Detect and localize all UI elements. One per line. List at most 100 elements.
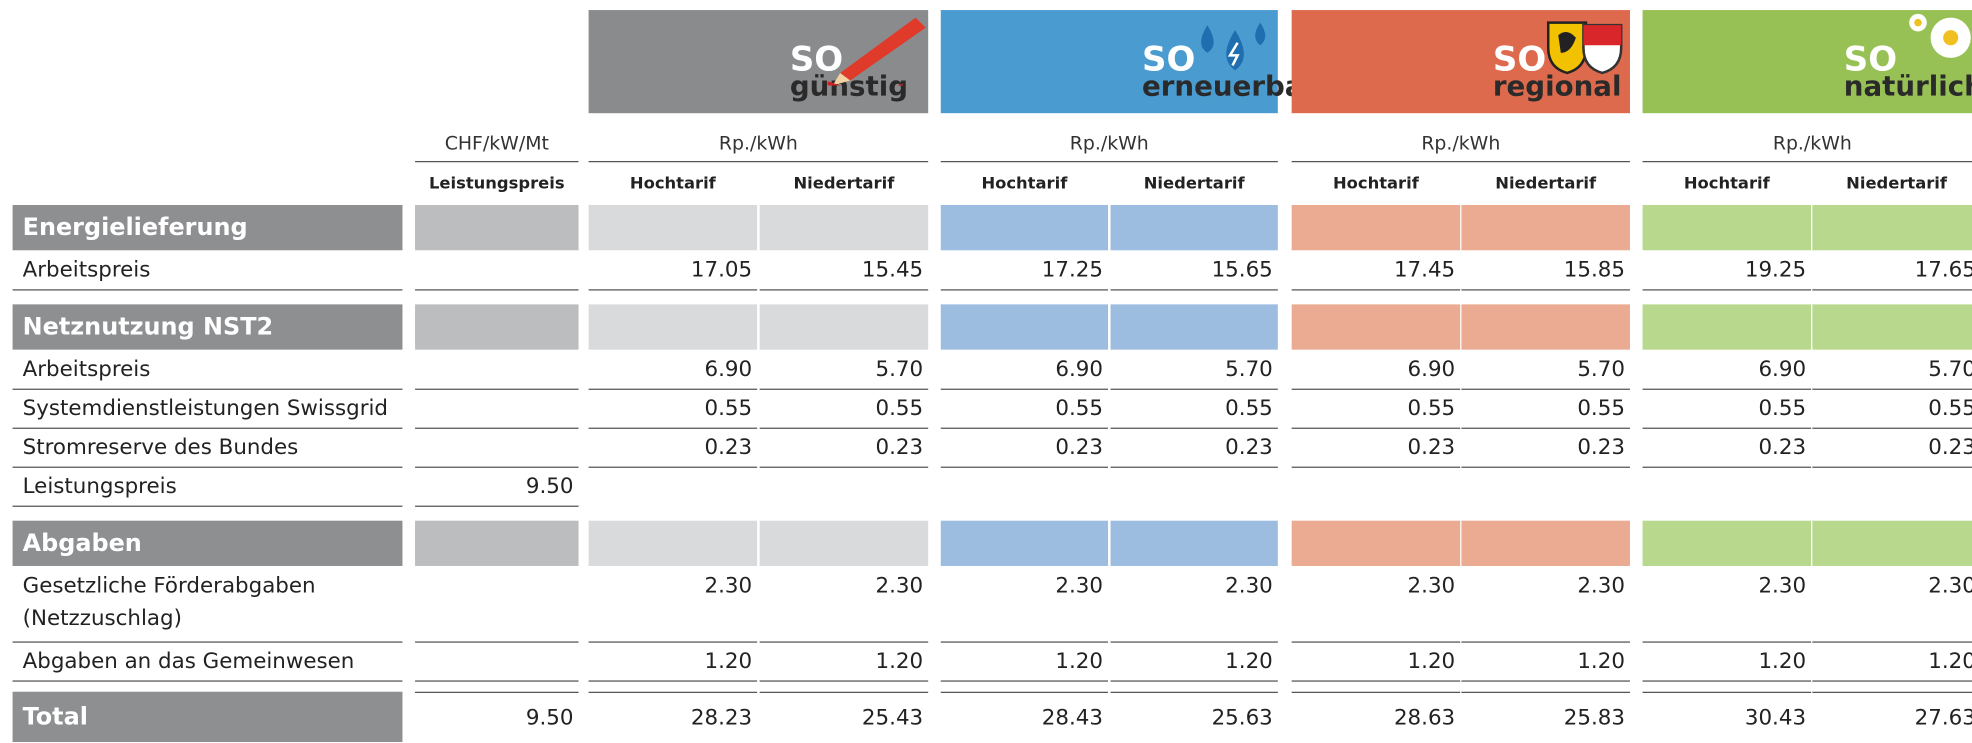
brand-name: natürlich — [1844, 73, 1972, 103]
cell: 5.70 — [1111, 351, 1278, 390]
section-title: Energielieferung — [13, 205, 403, 250]
cell: 0.55 — [1643, 390, 1812, 429]
cell: 0.55 — [589, 390, 758, 429]
section-band — [760, 304, 929, 349]
cell: 2.30 — [1643, 567, 1812, 642]
cell: 5.70 — [1812, 351, 1972, 390]
total-cell: 25.83 — [1461, 692, 1630, 742]
total-cell: 28.63 — [1292, 692, 1461, 742]
section-band — [415, 521, 579, 566]
brand-header: SO natürlich — [1643, 10, 1972, 113]
section-band — [1812, 521, 1972, 566]
price-table: SO günstig SO erneuerbar SO regional SO … — [0, 0, 1972, 740]
section-title: Abgaben — [13, 521, 403, 566]
cell — [415, 567, 579, 642]
pencil-icon — [828, 10, 929, 85]
cell: 6.90 — [589, 351, 758, 390]
column-header: Hochtarif — [1643, 171, 1812, 201]
section-band — [589, 521, 758, 566]
column-header: Niedertarif — [760, 171, 929, 201]
section-band — [760, 205, 929, 250]
cell: 2.30 — [1812, 567, 1972, 642]
cell: 0.55 — [1292, 390, 1461, 429]
brand-header: SO günstig — [589, 10, 929, 113]
cell: 2.30 — [1461, 567, 1630, 642]
total-cell: 9.50 — [415, 692, 579, 742]
unit-label: Rp./kWh — [589, 130, 929, 163]
section-band — [1643, 304, 1812, 349]
unit-label: Rp./kWh — [1292, 130, 1630, 163]
column-header: Hochtarif — [941, 171, 1108, 201]
section-band — [1643, 205, 1812, 250]
cell: 6.90 — [1292, 351, 1461, 390]
section-band — [1292, 521, 1461, 566]
section-band — [1111, 521, 1278, 566]
cell: 0.55 — [1812, 390, 1972, 429]
cell: 0.55 — [1111, 390, 1278, 429]
page: {"brands":[{"so":"SO","name":"günstig"},… — [0, 0, 1972, 739]
cell: 1.20 — [1812, 643, 1972, 682]
cell: 5.70 — [1461, 351, 1630, 390]
cell: 1.20 — [760, 643, 929, 682]
cell: 2.30 — [941, 567, 1108, 642]
unit-label: CHF/kW/Mt — [415, 130, 579, 163]
section-band — [1461, 205, 1630, 250]
cell: 0.23 — [589, 429, 758, 468]
column-header: Niedertarif — [1812, 171, 1972, 201]
section-title: Netznutzung NST2 — [13, 304, 403, 349]
cell — [415, 429, 579, 468]
cell — [415, 351, 579, 390]
row-label: Arbeitspreis — [13, 252, 403, 291]
unit-label: Rp./kWh — [1643, 130, 1972, 163]
row-label: Stromreserve des Bundes — [13, 429, 403, 468]
cell: 0.23 — [760, 429, 929, 468]
flower-icon — [1900, 10, 1972, 73]
cell: 0.23 — [1643, 429, 1812, 468]
section-band — [589, 304, 758, 349]
cell: 15.65 — [1111, 252, 1278, 291]
section-band — [1812, 304, 1972, 349]
total-cell: 25.63 — [1111, 692, 1278, 742]
cell: 15.85 — [1461, 252, 1630, 291]
cell: 1.20 — [589, 643, 758, 682]
cell: 2.30 — [589, 567, 758, 642]
cell: 5.70 — [760, 351, 929, 390]
section-band — [1643, 521, 1812, 566]
row-label: Gesetzliche Förderabgaben (Netzzuschlag) — [13, 567, 403, 642]
cell: 0.23 — [1111, 429, 1278, 468]
cell: 1.20 — [1111, 643, 1278, 682]
brand-header: SO regional — [1292, 10, 1630, 113]
drops-icon — [1192, 15, 1272, 78]
section-band — [941, 304, 1108, 349]
cell: 2.30 — [1111, 567, 1278, 642]
section-band — [415, 205, 579, 250]
section-band — [1812, 205, 1972, 250]
cell — [415, 252, 579, 291]
unit-label: Rp./kWh — [941, 130, 1278, 163]
section-band — [1111, 205, 1278, 250]
cell: 1.20 — [1643, 643, 1812, 682]
cell: 17.65 — [1812, 252, 1972, 291]
section-band — [1292, 205, 1461, 250]
cell: 6.90 — [941, 351, 1108, 390]
section-band — [1461, 521, 1630, 566]
cell: 1.20 — [1292, 643, 1461, 682]
cell: 0.23 — [941, 429, 1108, 468]
cell: 0.55 — [941, 390, 1108, 429]
section-band — [941, 521, 1108, 566]
column-header: Hochtarif — [589, 171, 758, 201]
section-band — [1292, 304, 1461, 349]
section-band — [941, 205, 1108, 250]
column-header: Niedertarif — [1111, 171, 1278, 201]
cell: 0.23 — [1292, 429, 1461, 468]
row-label: Arbeitspreis — [13, 351, 403, 390]
cell: 0.55 — [760, 390, 929, 429]
cell: 17.25 — [941, 252, 1108, 291]
cell: 15.45 — [760, 252, 929, 291]
total-label: Total — [13, 692, 403, 742]
section-band — [760, 521, 929, 566]
cell: 6.90 — [1643, 351, 1812, 390]
section-band — [589, 205, 758, 250]
row-label: Systemdienstleistungen Swissgrid — [13, 390, 403, 429]
cell: 2.30 — [1292, 567, 1461, 642]
